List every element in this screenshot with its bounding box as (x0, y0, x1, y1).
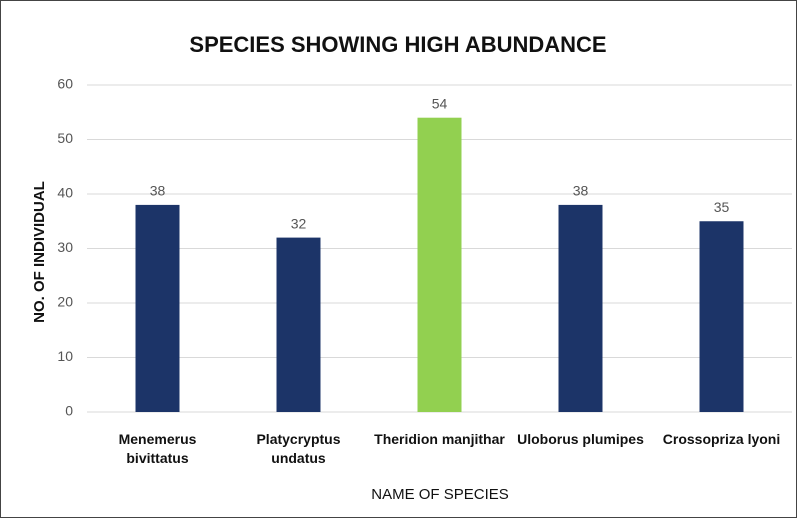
data-label: 54 (432, 95, 448, 111)
y-axis-label: NO. OF INDIVIDUAL (31, 181, 48, 323)
data-label: 35 (714, 199, 730, 215)
chart-title: SPECIES SHOWING HIGH ABUNDANCE (189, 32, 606, 57)
y-tick-label: 0 (65, 403, 73, 419)
x-tick-label: Uloborus plumipes (517, 431, 644, 447)
bar (135, 204, 180, 412)
y-tick-label: 50 (57, 130, 73, 146)
y-tick-label: 40 (57, 185, 73, 201)
bar (276, 237, 321, 412)
bar (699, 221, 744, 412)
data-label: 38 (573, 183, 589, 199)
data-label: 32 (291, 215, 307, 231)
y-tick-label: 20 (57, 294, 73, 310)
x-tick-label: Menemerus bivittatus (118, 431, 197, 466)
y-tick-label: 60 (57, 76, 73, 92)
bar (417, 117, 462, 412)
y-tick-label: 30 (57, 239, 73, 255)
bar (558, 204, 603, 412)
x-tick-label: Platycryptus undatus (256, 431, 341, 466)
x-tick-label: Crossopriza lyoni (662, 431, 781, 447)
y-tick-label: 10 (57, 348, 73, 364)
x-axis-label: NAME OF SPECIES (371, 486, 509, 503)
x-tick-label: Theridion manjithar (374, 431, 505, 447)
data-label: 38 (150, 183, 166, 199)
